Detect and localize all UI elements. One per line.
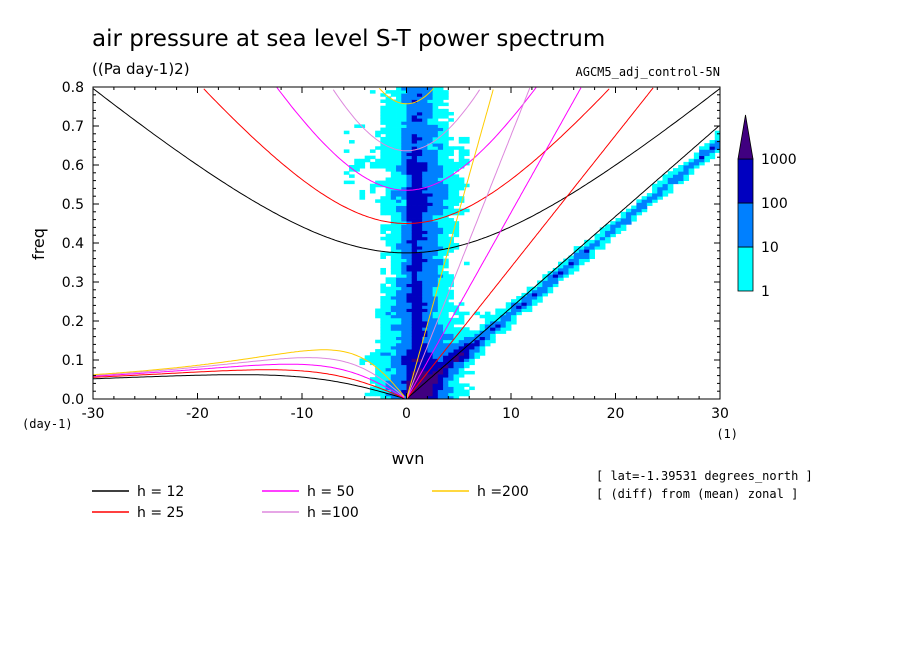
x-tick-label: 0 bbox=[402, 406, 411, 422]
gravity-curve bbox=[378, 87, 435, 105]
diff-annotation: [ (diff) from (mean) zonal ] bbox=[596, 487, 798, 501]
x-tick-label: 10 bbox=[502, 406, 520, 422]
y-tick-label: 0.4 bbox=[62, 236, 84, 252]
colorbar-arrow bbox=[737, 114, 754, 160]
kelvin-curve bbox=[406, 87, 582, 400]
legend-label: h = 12 bbox=[137, 484, 184, 500]
colorbar-segment bbox=[737, 158, 754, 204]
rossby-curve bbox=[92, 349, 405, 397]
y-unit-label: (day-1) bbox=[22, 417, 73, 431]
y-tick-label: 0.2 bbox=[62, 314, 84, 330]
legend-label: h = 25 bbox=[137, 505, 184, 521]
x-tick-label: 20 bbox=[607, 406, 625, 422]
colorbar-label: 1 bbox=[761, 284, 770, 300]
y-tick-label: 0.3 bbox=[62, 275, 84, 291]
legend-label: h =200 bbox=[477, 484, 529, 500]
rossby-curve bbox=[92, 374, 405, 399]
kelvin-curve bbox=[406, 125, 720, 400]
kelvin-curve bbox=[406, 87, 531, 400]
power-field bbox=[343, 87, 721, 400]
axis-ticks: -30 -20 -10 0 10 20 30 0.0 0.1 0.2 0.3 0.4 0.5 0.6 0.7… bbox=[62, 80, 729, 422]
gravity-curve bbox=[92, 88, 721, 254]
x-unit-label: (1) bbox=[716, 427, 738, 441]
y-tick-label: 0.7 bbox=[62, 119, 84, 135]
colorbar-segment bbox=[737, 246, 754, 292]
y-tick-label: 0.1 bbox=[62, 353, 84, 369]
legend-label: h = 50 bbox=[307, 484, 354, 500]
x-axis-label: wvn bbox=[392, 449, 425, 468]
y-axis-label: freq bbox=[29, 228, 48, 260]
x-tick-label: -20 bbox=[186, 406, 209, 422]
chart-subtitle: ((Pa day-1)2) bbox=[92, 60, 190, 78]
gravity-curve bbox=[203, 88, 610, 224]
x-tick-label: -30 bbox=[82, 406, 105, 422]
rossby-curve bbox=[92, 357, 405, 398]
curve-legend: h = 12 h = 25 h = 50 h =100 h =200 bbox=[92, 484, 529, 521]
run-label: AGCM5_adj_control-5N bbox=[576, 65, 721, 79]
rossby-curve bbox=[92, 369, 405, 399]
y-tick-label: 0.5 bbox=[62, 197, 84, 213]
kelvin-curve bbox=[406, 87, 654, 400]
colorbar-segment bbox=[737, 202, 754, 248]
y-tick-label: 0.0 bbox=[62, 392, 84, 408]
legend-label: h =100 bbox=[307, 505, 359, 521]
colorbar-label: 10 bbox=[761, 240, 779, 256]
x-tick-label: 30 bbox=[711, 406, 729, 422]
x-tick-label: -10 bbox=[291, 406, 314, 422]
y-tick-label: 0.6 bbox=[62, 158, 84, 174]
kelvin-curve bbox=[406, 89, 494, 400]
chart-title: air pressure at sea level S-T power spec… bbox=[92, 26, 605, 52]
gravity-curve bbox=[276, 87, 537, 191]
colorbar-label: 100 bbox=[761, 196, 788, 212]
latitude-annotation: [ lat=-1.39531 degrees_north ] bbox=[596, 469, 813, 483]
y-tick-label: 0.8 bbox=[62, 80, 84, 96]
gravity-curve bbox=[332, 89, 481, 152]
colorbar: 1 10 100 1000 bbox=[737, 114, 797, 300]
colorbar-label: 1000 bbox=[761, 152, 797, 168]
rossby-curve bbox=[92, 363, 405, 399]
dispersion-curves bbox=[92, 87, 721, 400]
